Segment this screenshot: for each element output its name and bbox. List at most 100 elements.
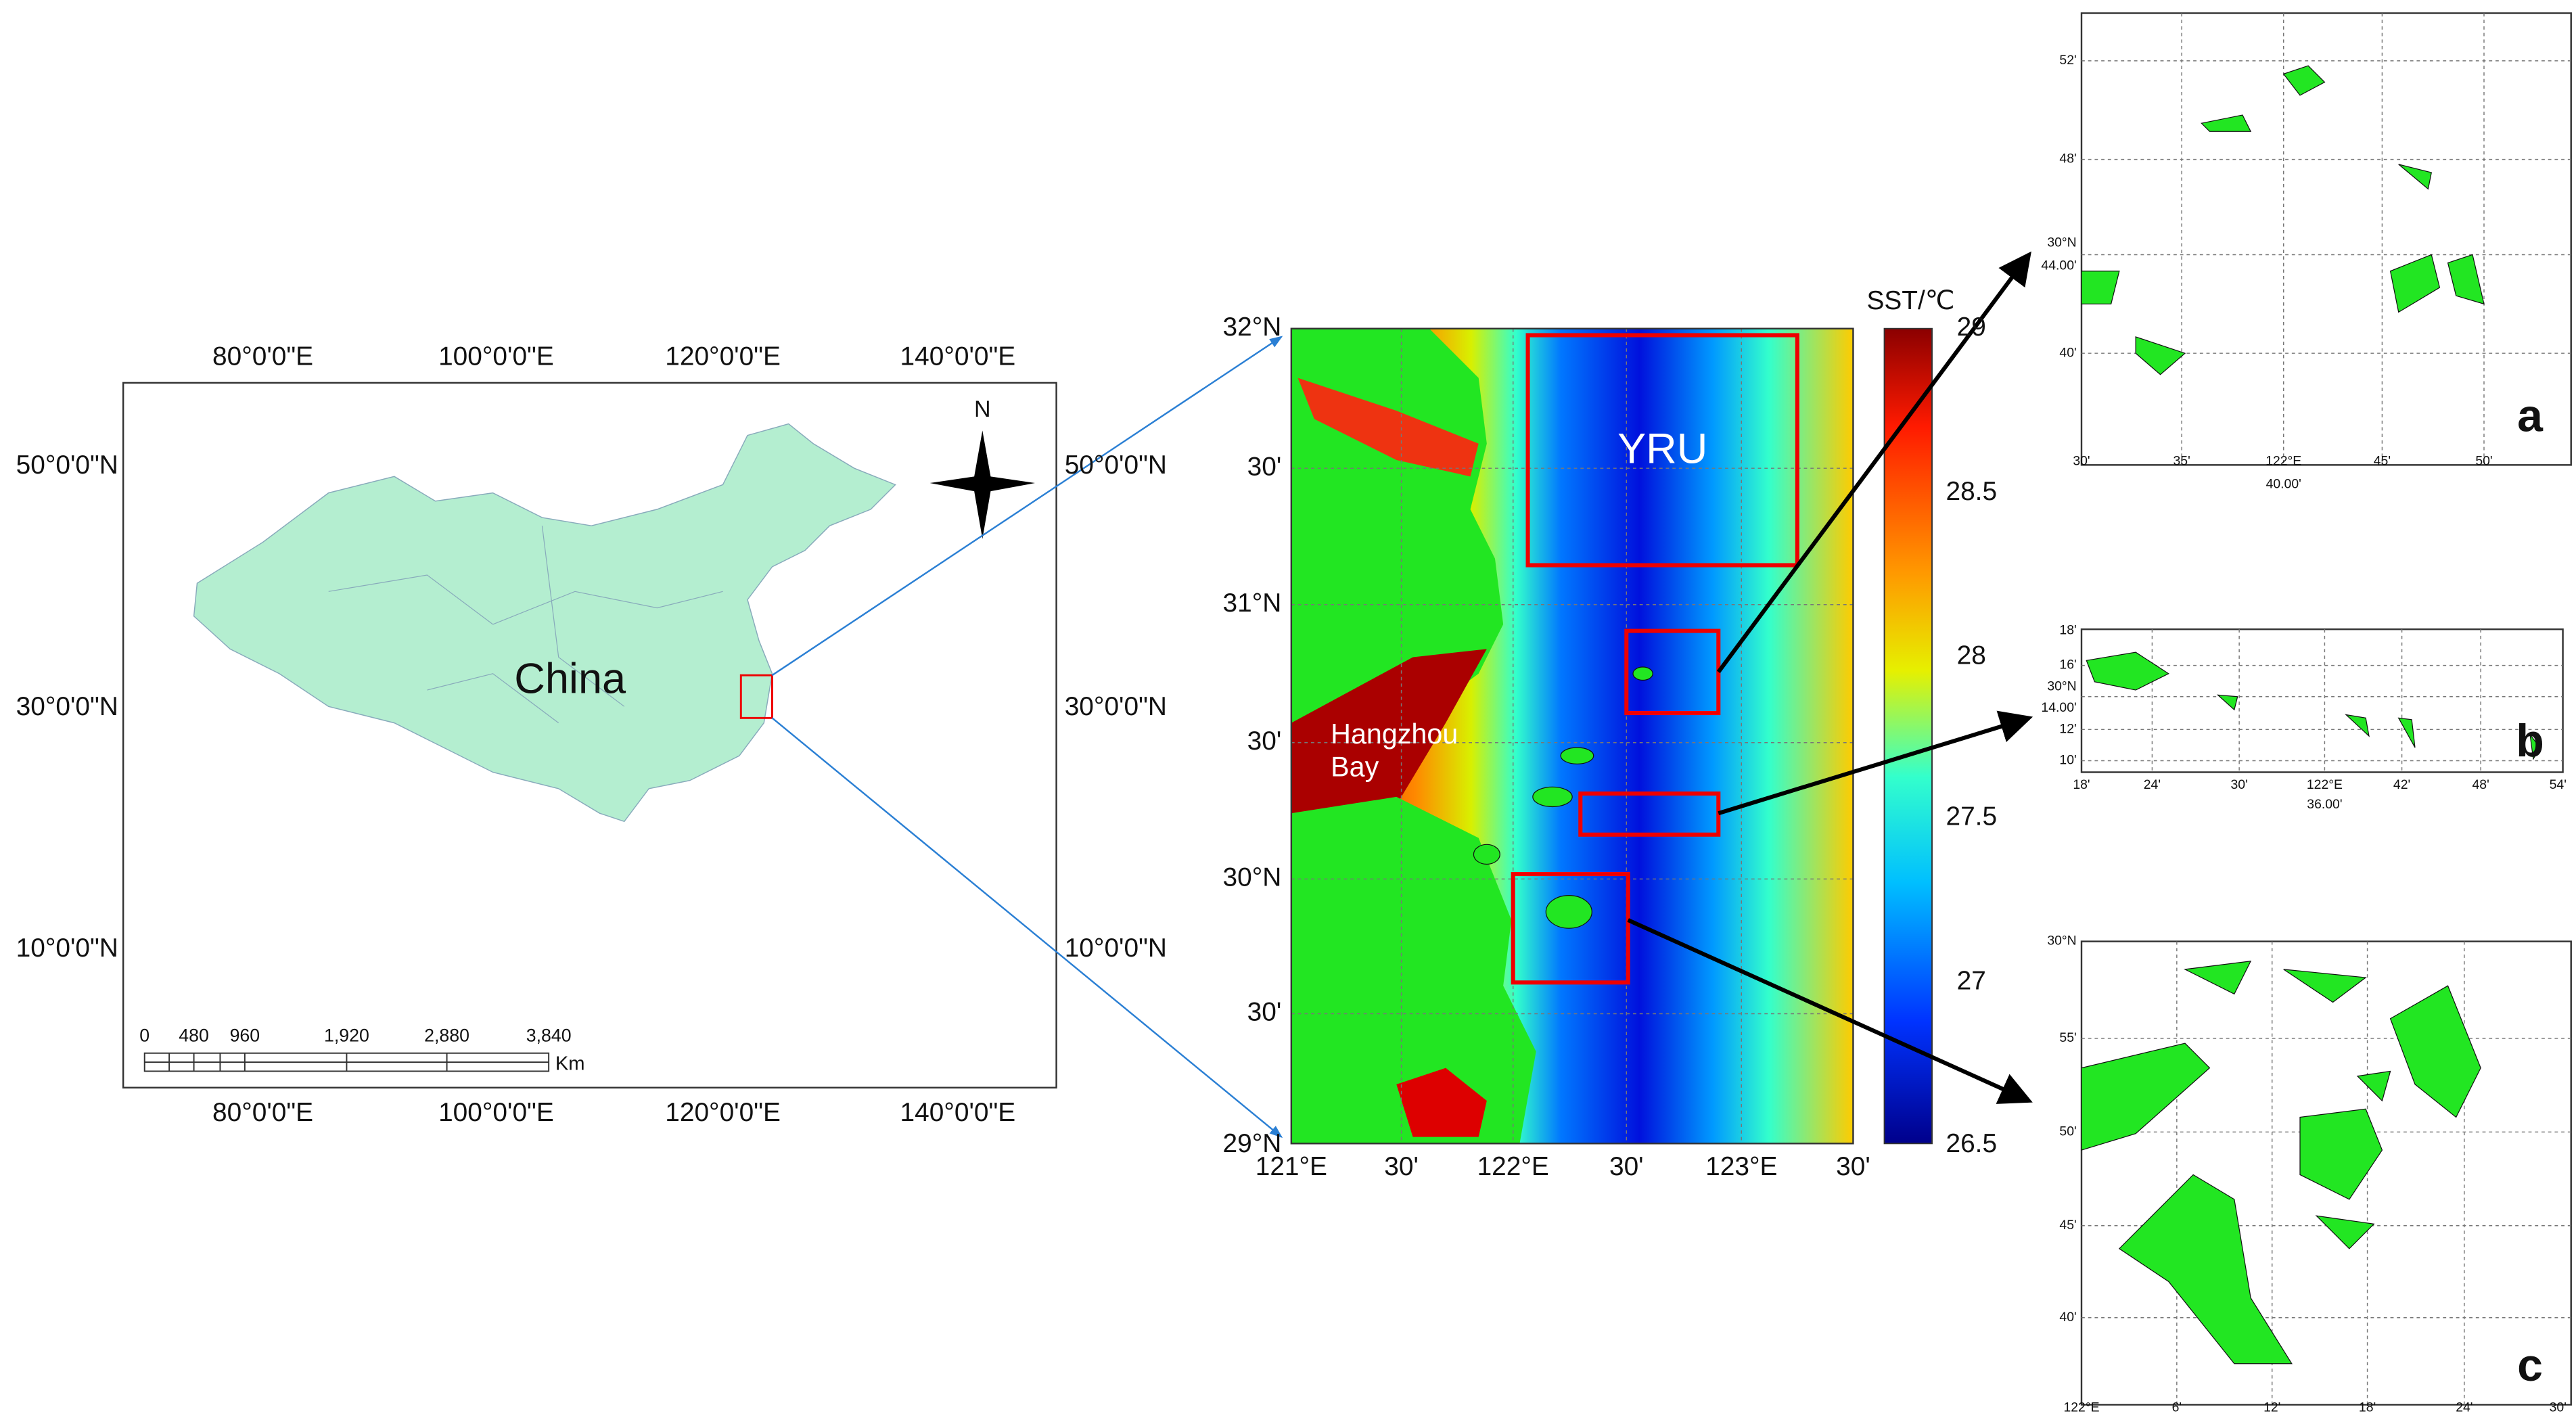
- tick-label: 80°0'0"E: [212, 1098, 313, 1127]
- tick-label: 40': [2059, 1310, 2076, 1325]
- islands: [2086, 651, 2541, 760]
- tick-label: 54': [2550, 777, 2567, 792]
- island: [1473, 844, 1500, 865]
- tick-label: 30': [1247, 727, 1282, 756]
- tick-label: 45': [2374, 454, 2391, 469]
- tick-label: 30°N: [2047, 679, 2076, 693]
- tick-label: 50°0'0"N: [1065, 451, 1167, 480]
- scale-bar-divisions: [144, 1053, 549, 1072]
- tick-label: 122°E: [2063, 1400, 2099, 1415]
- bay-label: Bay: [1331, 752, 1379, 783]
- tick-label: 55': [2059, 1030, 2076, 1045]
- tick-label: 32°N: [1222, 313, 1281, 342]
- islands: [1473, 666, 1653, 929]
- island: [1560, 747, 1594, 764]
- arrow: [1718, 710, 2033, 816]
- box-c: [1511, 872, 1630, 985]
- inset-frame: [2080, 628, 2564, 773]
- scale-label: 3,840: [526, 1026, 572, 1046]
- tick-label: 45': [2059, 1218, 2076, 1233]
- arrow: [1716, 251, 2031, 674]
- scale-unit: Km: [555, 1053, 585, 1074]
- island: [1532, 786, 1573, 808]
- islands: [2081, 961, 2481, 1364]
- colorbar-tick: 28.5: [1946, 477, 1997, 506]
- colorbar-tick: 27.5: [1946, 802, 1997, 831]
- tick-label: 80°0'0"E: [212, 342, 313, 371]
- bay: [1291, 649, 1487, 822]
- grid-lines: [2081, 13, 2571, 465]
- inset-frame: [2080, 12, 2572, 466]
- tick-label: 120°0'0"E: [665, 342, 781, 371]
- tick-label: 30°0'0"N: [1065, 692, 1167, 721]
- tick-label: 10°0'0"N: [16, 934, 118, 963]
- tick-label: 30°N: [2047, 934, 2076, 948]
- inset-c: [2080, 940, 2572, 1406]
- tick-label: 30': [1609, 1152, 1644, 1181]
- tick-label: 123°E: [1705, 1152, 1777, 1181]
- tick-label: 10': [2059, 753, 2076, 768]
- tick-label: 30': [1836, 1152, 1870, 1181]
- tick-label: 30': [2550, 1400, 2567, 1415]
- tick-label: 30': [1384, 1152, 1419, 1181]
- north-label: N: [974, 396, 991, 422]
- colorbar-tick: 29: [1957, 313, 1986, 342]
- panel-label: b: [2516, 715, 2544, 766]
- tick-label: 6': [2172, 1400, 2182, 1415]
- country-label: China: [514, 656, 626, 703]
- sst-frame: [1290, 327, 1854, 1145]
- colorbar: [1883, 327, 1933, 1145]
- colorbar-title: SST/℃: [1866, 286, 1954, 315]
- box-b: [1578, 791, 1721, 837]
- tick-label: 36.00': [2307, 797, 2342, 812]
- land: [1291, 796, 1536, 1144]
- inset-b: [2080, 628, 2564, 773]
- tick-label: 121°E: [1256, 1152, 1327, 1181]
- tick-label: 44.00': [2041, 258, 2076, 273]
- tick-label: 50°0'0"N: [16, 451, 118, 480]
- tick-label: 29°N: [1222, 1129, 1281, 1158]
- scale-label: 2,880: [424, 1026, 469, 1046]
- tick-label: 140°0'0"E: [900, 342, 1016, 371]
- inset-a: [2080, 12, 2572, 466]
- tick-label: 24': [2456, 1400, 2472, 1415]
- tick-label: 42': [2393, 777, 2410, 792]
- tick-label: 10°0'0"N: [1065, 934, 1167, 963]
- panel-label: c: [2517, 1339, 2543, 1391]
- tick-label: 140°0'0"E: [900, 1098, 1016, 1127]
- scale-bar: [143, 1052, 550, 1072]
- tick-label: 122°E: [2266, 454, 2301, 469]
- tick-label: 30°0'0"N: [16, 692, 118, 721]
- scale-label: 0: [139, 1026, 150, 1046]
- tick-label: 122°E: [1477, 1152, 1549, 1181]
- tick-label: 30': [2230, 777, 2247, 792]
- connector: [771, 336, 1283, 676]
- estuary: [1297, 377, 1479, 477]
- colorbar-tick: 26.5: [1946, 1129, 1997, 1158]
- tick-label: 12': [2059, 721, 2076, 736]
- tick-label: 12': [2263, 1400, 2280, 1415]
- tick-label: 18': [2073, 777, 2090, 792]
- tick-label: 50': [2059, 1124, 2076, 1139]
- compass: [929, 430, 1035, 539]
- tick-label: 24': [2144, 777, 2161, 792]
- tick-label: 31°N: [1222, 589, 1281, 618]
- inlet: [1396, 1068, 1487, 1137]
- tick-label: 35': [2173, 454, 2190, 469]
- china-shape: [193, 423, 896, 823]
- tick-label: 30°N: [1222, 863, 1281, 892]
- yru-box: [1525, 333, 1799, 568]
- scale-label: 480: [179, 1026, 209, 1046]
- sst-grid: [1291, 328, 1854, 1144]
- tick-label: 122°E: [2307, 777, 2343, 792]
- region-label: YRU: [1617, 426, 1707, 473]
- scale-label: 1,920: [324, 1026, 369, 1046]
- scale-label: 960: [230, 1026, 260, 1046]
- study-area-box: [739, 674, 773, 719]
- tick-label: 30': [1247, 998, 1282, 1027]
- tick-label: 50': [2475, 454, 2492, 469]
- tick-label: 16': [2059, 658, 2076, 672]
- tick-label: 30': [2073, 454, 2090, 469]
- tick-label: 30': [1247, 452, 1282, 481]
